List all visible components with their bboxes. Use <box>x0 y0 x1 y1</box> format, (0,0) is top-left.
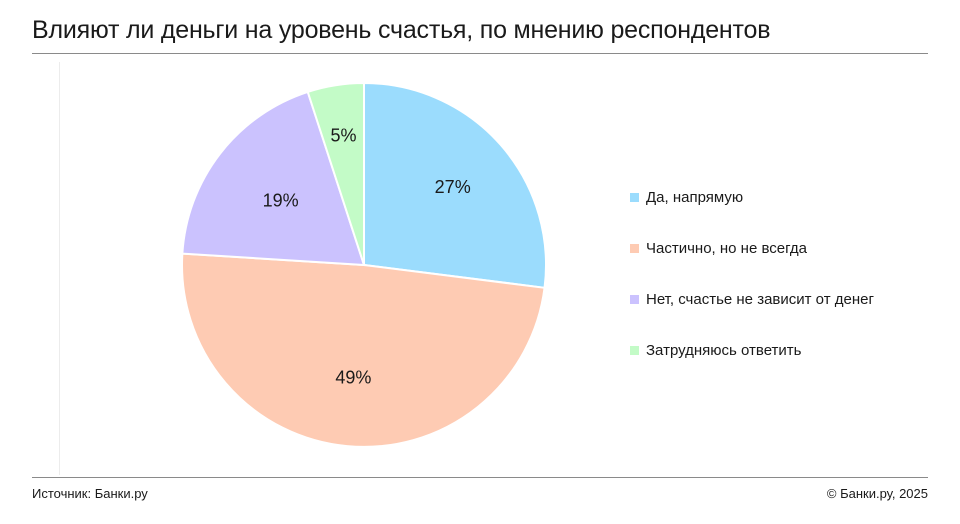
pie-slice <box>181 252 546 448</box>
legend-item-yes-directly: Да, напрямую <box>630 187 874 207</box>
title-divider <box>32 53 928 54</box>
pie-value-label: 19% <box>263 190 299 210</box>
plot-area-edge <box>59 62 60 475</box>
pie-slice <box>306 81 365 266</box>
chart-title: Влияют ли деньги на уровень счастья, по … <box>32 16 771 44</box>
legend-label: Частично, но не всегда <box>646 239 807 257</box>
pie-slices <box>181 81 547 448</box>
legend-label: Да, напрямую <box>646 188 744 206</box>
legend-item-no: Нет, счастье не зависит от денег <box>630 289 874 309</box>
pie-value-label: 27% <box>435 177 471 197</box>
pie-slice <box>181 90 366 267</box>
pie-value-label: 49% <box>335 367 371 387</box>
pie-value-label: 5% <box>330 126 356 146</box>
pie-slice <box>363 81 547 289</box>
legend-swatch <box>630 192 639 202</box>
copyright-note: © Банки.ру, 2025 <box>826 486 928 501</box>
legend-swatch <box>630 243 639 253</box>
legend-swatch <box>630 345 639 355</box>
legend-label: Нет, счастье не зависит от денег <box>646 290 874 308</box>
legend-swatch <box>630 294 639 304</box>
legend-label: Затрудняюсь ответить <box>646 341 802 359</box>
pie-value-labels: 27% 49% 19% 5% <box>263 126 471 388</box>
legend-item-hard-to-say: Затрудняюсь ответить <box>630 340 874 360</box>
footer-divider <box>32 477 928 478</box>
legend-item-partially: Частично, но не всегда <box>630 238 874 258</box>
source-note: Источник: Банки.ру <box>32 486 148 501</box>
chart-legend: Да, напрямую Частично, но не всегда Нет,… <box>630 187 874 391</box>
